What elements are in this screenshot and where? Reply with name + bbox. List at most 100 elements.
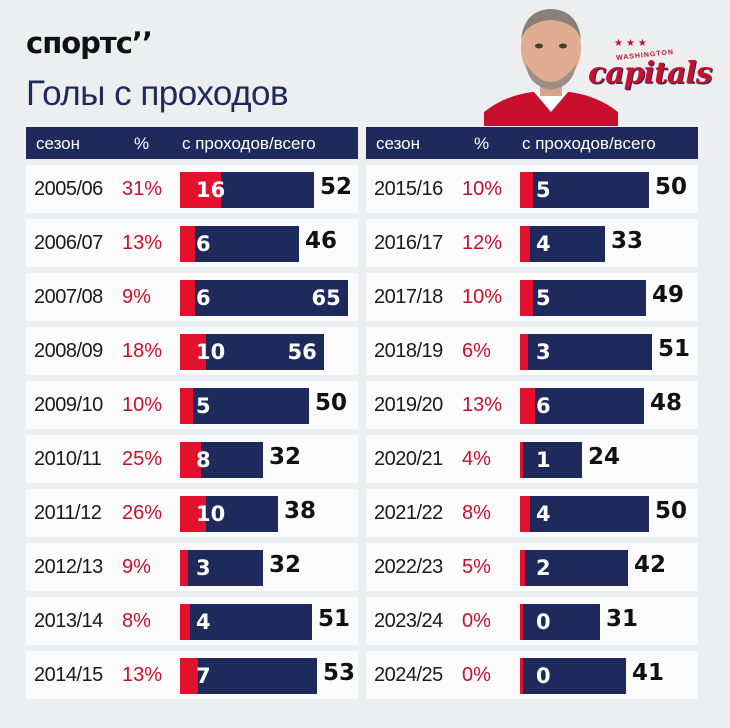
rush-goals-bar [180, 280, 195, 316]
season-label: 2016/17 [374, 232, 443, 254]
total-goals-bar: 6 [520, 388, 644, 424]
rush-percent: 9% [122, 556, 151, 578]
rush-goals-bar [520, 226, 530, 262]
capitals-logo: ★★★ WASHINGTON capitals [588, 34, 713, 96]
rush-goals-label: 4 [536, 502, 551, 526]
table-row: 2010/11 25% 8 32 [26, 435, 358, 483]
rush-goals-bar [520, 388, 535, 424]
total-goals-bar: 5 [520, 280, 646, 316]
season-label: 2024/25 [374, 664, 443, 686]
total-goals-bar: 5 [180, 388, 309, 424]
rush-goals-label: 5 [536, 286, 551, 310]
total-goals-bar: 6 [180, 226, 299, 262]
table-row: 2024/25 0% 0 41 [366, 651, 698, 699]
total-goals-label: 31 [606, 606, 639, 632]
rush-goals-bar [520, 172, 533, 208]
table-row: 2011/12 26% 10 38 [26, 489, 358, 537]
rush-goals-label: 10 [196, 502, 226, 526]
total-goals-bar: 6 65 [180, 280, 348, 316]
table-row: 2014/15 13% 7 53 [26, 651, 358, 699]
total-goals-bar: 10 56 [180, 334, 324, 370]
total-goals-label: 49 [652, 282, 685, 308]
rush-goals-bar [180, 550, 188, 586]
rush-percent: 13% [122, 232, 163, 254]
rush-percent: 8% [122, 610, 151, 632]
rows-right: 2015/16 10% 5 50 2016/17 12% 4 33 2017/18 10% 5 49 2… [366, 165, 698, 699]
table-left: сезон % с проходов/всего 2005/06 31% 16 52 2… [26, 127, 358, 699]
table-row: 2015/16 10% 5 50 [366, 165, 698, 213]
total-goals-label: 52 [320, 174, 353, 200]
rush-goals-label: 1 [536, 448, 551, 472]
rush-goals-bar [180, 172, 221, 208]
rush-goals-bar [520, 442, 523, 478]
total-goals-bar: 1 [520, 442, 582, 478]
total-goals-label: 46 [305, 228, 338, 254]
rush-percent: 10% [462, 286, 503, 308]
total-goals-bar: 2 [520, 550, 628, 586]
header-ratio: с проходов/всего [182, 134, 316, 153]
season-label: 2011/12 [34, 502, 102, 524]
total-goals-bar: 0 [520, 658, 626, 694]
total-goals-label: 32 [269, 552, 302, 578]
logo-stars: ★★★ [614, 38, 650, 49]
header-season: сезон [376, 134, 421, 153]
rush-goals-bar [180, 226, 195, 262]
total-goals-bar: 7 [180, 658, 317, 694]
rush-goals-label: 3 [196, 556, 211, 580]
table-row: 2012/13 9% 3 32 [26, 543, 358, 591]
total-goals-bar: 4 [520, 496, 649, 532]
season-label: 2005/06 [34, 178, 103, 200]
rush-percent: 25% [122, 448, 163, 470]
total-goals-bar: 4 [520, 226, 605, 262]
header-pct: % [474, 134, 490, 153]
total-goals-bar: 10 [180, 496, 278, 532]
rows-left: 2005/06 31% 16 52 2006/07 13% 6 46 2007/08 9% 6 65 2… [26, 165, 358, 699]
rush-percent: 13% [122, 664, 163, 686]
rush-goals-label: 6 [536, 394, 551, 418]
rush-percent: 10% [122, 394, 163, 416]
rush-percent: 12% [462, 232, 503, 254]
rush-goals-label: 4 [536, 232, 551, 256]
rush-goals-label: 8 [196, 448, 211, 472]
rush-goals-bar [180, 388, 193, 424]
total-goals-label: 56 [287, 340, 317, 364]
rush-goals-bar [520, 658, 523, 694]
total-goals-bar: 4 [180, 604, 312, 640]
rush-goals-bar [520, 280, 533, 316]
rush-percent: 26% [122, 502, 163, 524]
season-label: 2012/13 [34, 556, 103, 578]
rush-goals-bar [180, 334, 206, 370]
sports-logo: спортс’’ [26, 26, 153, 60]
rush-percent: 13% [462, 394, 503, 416]
season-label: 2021/22 [374, 502, 443, 524]
season-label: 2008/09 [34, 340, 103, 362]
rush-goals-bar [180, 604, 190, 640]
table-row: 2008/09 18% 10 56 [26, 327, 358, 375]
rush-goals-bar [180, 442, 201, 478]
season-label: 2006/07 [34, 232, 103, 254]
total-goals-label: 50 [655, 498, 688, 524]
rush-goals-label: 0 [536, 664, 551, 688]
rush-goals-label: 6 [196, 232, 211, 256]
rush-goals-label: 0 [536, 610, 551, 634]
total-goals-label: 65 [311, 286, 341, 310]
rush-percent: 0% [462, 664, 491, 686]
rush-percent: 6% [462, 340, 491, 362]
table-header: сезон % с проходов/всего [366, 127, 698, 159]
total-goals-label: 38 [284, 498, 317, 524]
table-row: 2017/18 10% 5 49 [366, 273, 698, 321]
table-row: 2021/22 8% 4 50 [366, 489, 698, 537]
table-row: 2007/08 9% 6 65 [26, 273, 358, 321]
rush-goals-label: 5 [536, 178, 551, 202]
season-label: 2017/18 [374, 286, 443, 308]
rush-goals-bar [180, 496, 206, 532]
rush-goals-label: 10 [196, 340, 226, 364]
table-header: сезон % с проходов/всего [26, 127, 358, 159]
rush-goals-bar [520, 604, 523, 640]
rush-percent: 8% [462, 502, 491, 524]
total-goals-label: 24 [588, 444, 621, 470]
rush-goals-bar [520, 496, 530, 532]
table-row: 2005/06 31% 16 52 [26, 165, 358, 213]
total-goals-label: 50 [315, 390, 348, 416]
season-label: 2010/11 [34, 448, 102, 470]
